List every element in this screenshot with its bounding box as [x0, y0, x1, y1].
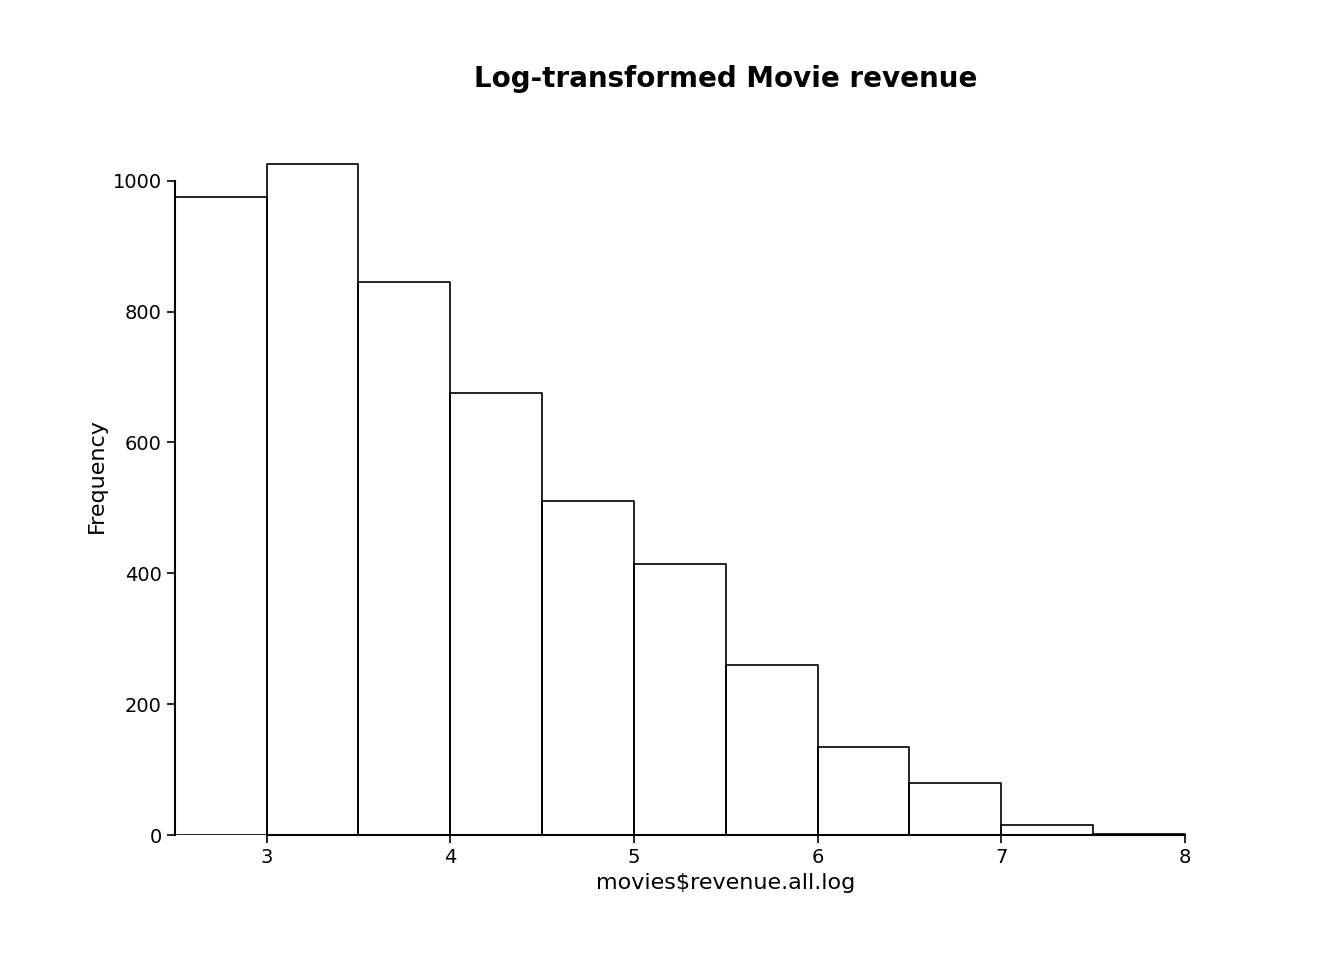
X-axis label: movies$revenue.all.log: movies$revenue.all.log: [597, 873, 855, 893]
Y-axis label: Frequency: Frequency: [87, 418, 106, 533]
Title: Log-transformed Movie revenue: Log-transformed Movie revenue: [474, 65, 977, 93]
